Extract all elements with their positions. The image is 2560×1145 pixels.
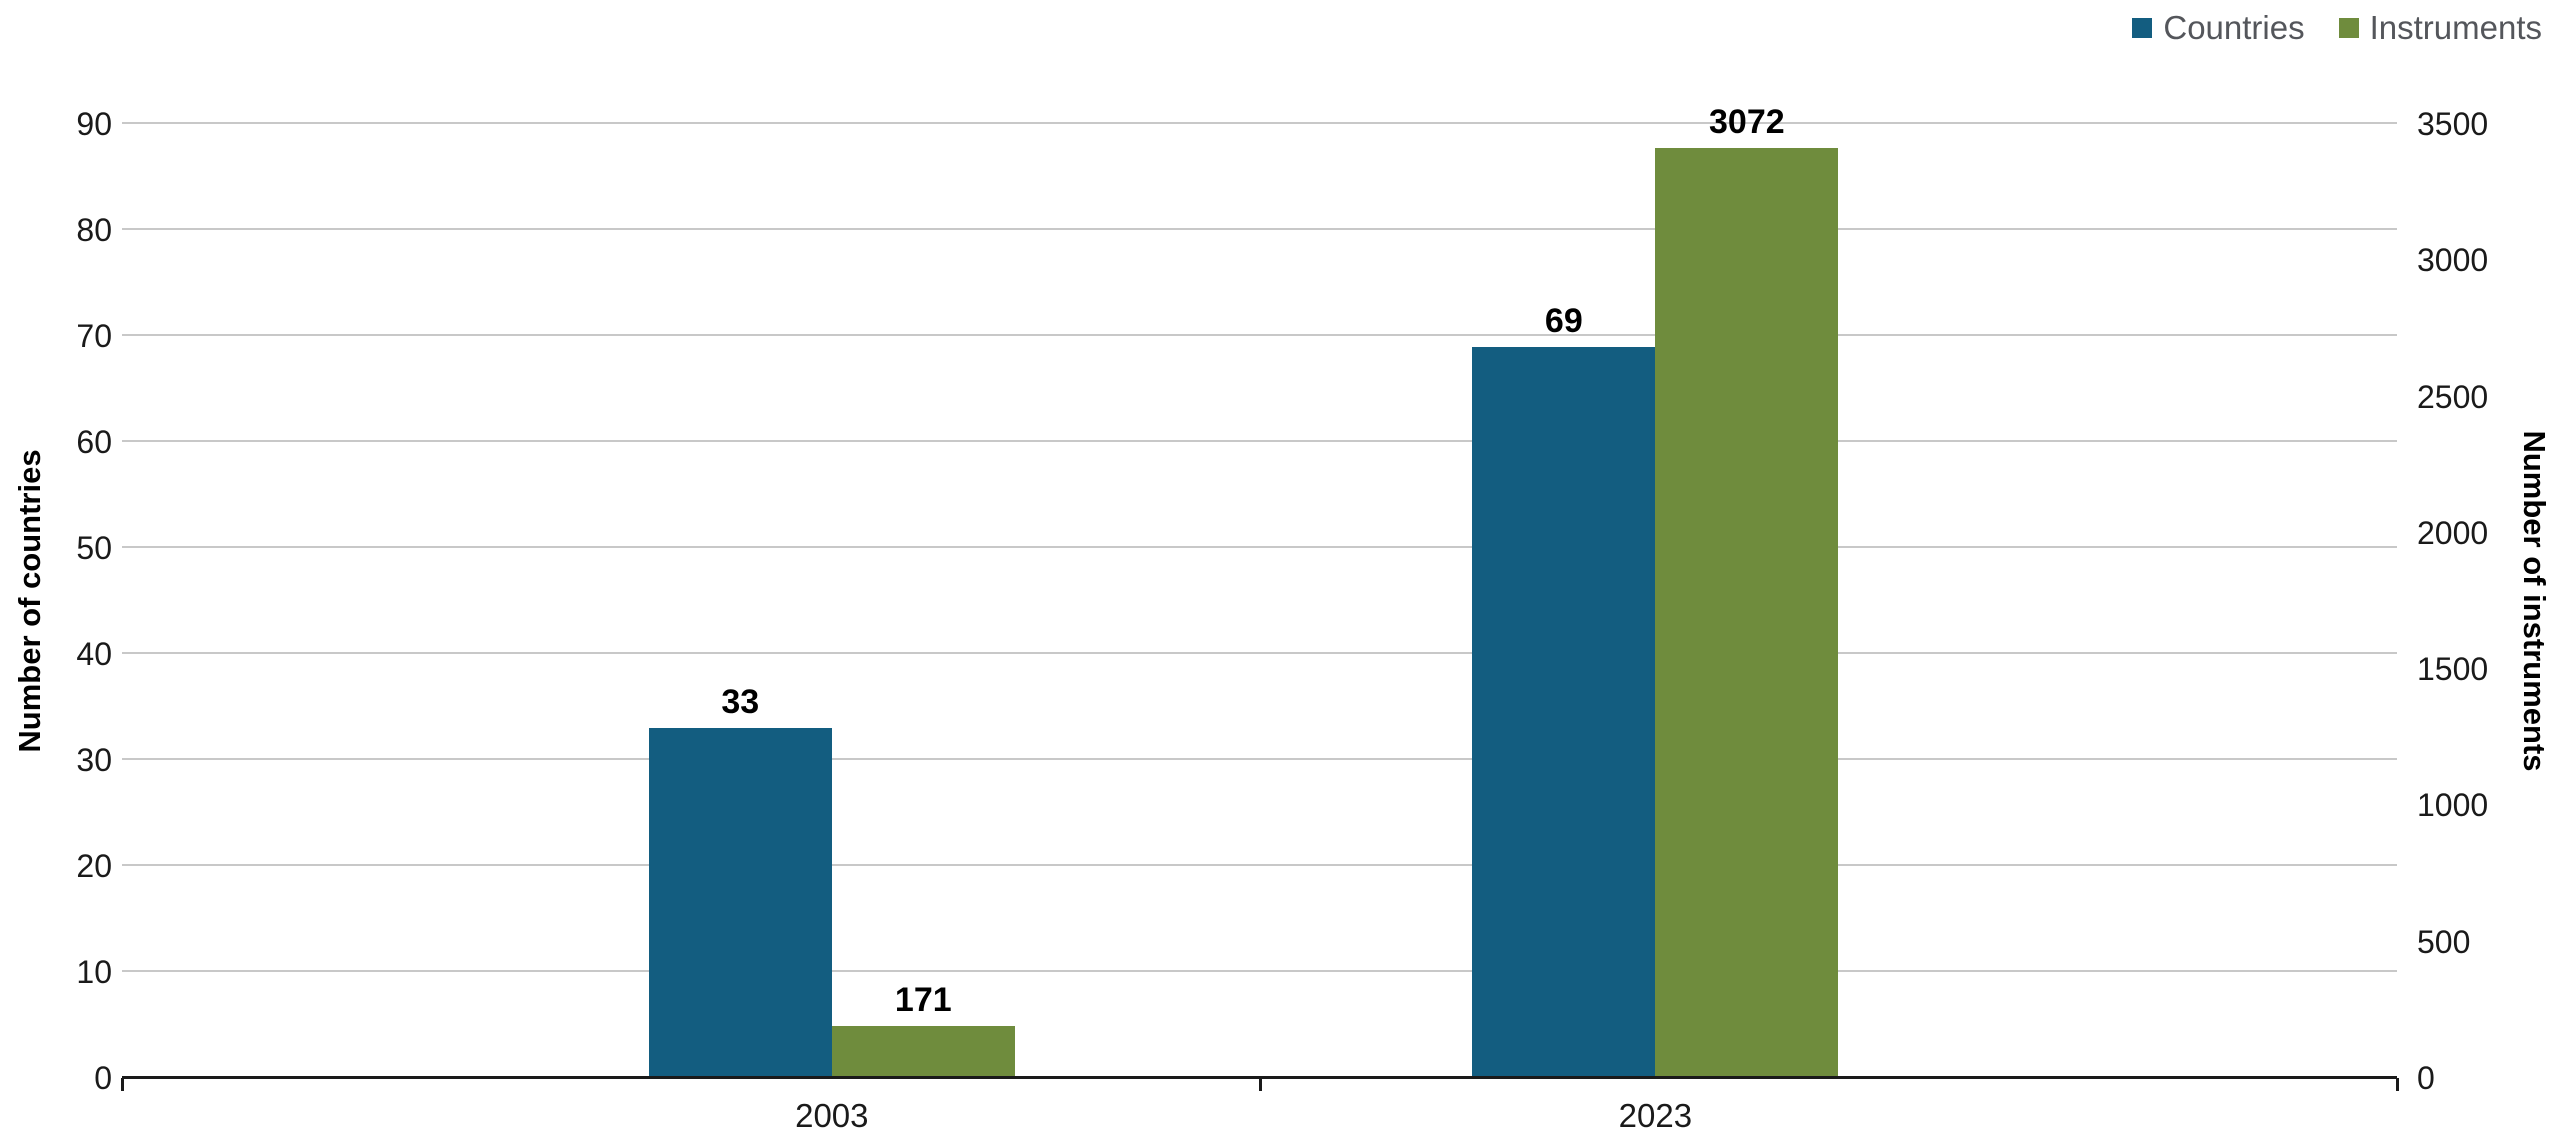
right-axis-tick-label: 0	[2417, 1060, 2435, 1096]
right-axis-tick-label: 1000	[2417, 787, 2489, 824]
bar-countries-2023	[1472, 346, 1656, 1078]
left-axis-tick-label: 50	[76, 530, 112, 566]
right-axis-tick-label: 500	[2417, 923, 2471, 960]
right-axis-tick-labels: 0 500 1000 1500 2000 2500 3000 3500	[2417, 106, 2557, 1096]
legend-label-instruments: Instruments	[2369, 9, 2542, 46]
gridline	[122, 122, 2397, 124]
gridline	[122, 864, 2397, 866]
x-axis-labels: 2003 2023	[0, 1096, 2560, 1142]
right-axis-tick-label: 3500	[2417, 106, 2489, 142]
left-axis-tick-label: 0	[94, 1060, 112, 1096]
bar-value-label: 171	[894, 981, 952, 1020]
bar-instruments-2003	[831, 1026, 1015, 1078]
plot-area: 33 171 69 3072	[121, 103, 2399, 1091]
gridline	[122, 652, 2397, 654]
x-axis-line	[122, 1076, 2397, 1079]
legend-item-countries: Countries	[2132, 8, 2305, 48]
x-axis-tickmark	[121, 1078, 124, 1091]
right-axis-tick-label: 3000	[2417, 242, 2489, 279]
gridline	[122, 228, 2397, 230]
left-axis-tick-label: 10	[76, 954, 112, 990]
bar-value-label: 33	[721, 683, 760, 722]
legend-item-instruments: Instruments	[2338, 8, 2542, 48]
left-axis-tick-label: 90	[76, 106, 112, 142]
left-axis-tick-label: 20	[76, 848, 112, 884]
legend-swatch-instruments-icon	[2338, 18, 2359, 38]
left-axis-tick-label: 40	[76, 636, 112, 672]
legend-swatch-countries-icon	[2132, 18, 2153, 38]
gridline	[122, 546, 2397, 548]
x-axis-tickmark	[1258, 1078, 1262, 1091]
gridline	[122, 758, 2397, 760]
legend-label-countries: Countries	[2163, 9, 2305, 46]
x-axis-tickmark	[2396, 1078, 2399, 1091]
right-axis-tick-label: 2000	[2417, 514, 2489, 551]
x-axis-category-label: 2023	[1618, 1097, 1693, 1134]
left-axis-tick-label: 60	[76, 424, 112, 460]
x-axis-category-label: 2003	[795, 1097, 869, 1134]
bar-value-label: 3072	[1709, 102, 1785, 141]
bar-countries-2003	[648, 728, 832, 1078]
gridline	[122, 440, 2397, 442]
bar-instruments-2023	[1655, 147, 1839, 1078]
right-axis-tick-label: 2500	[2417, 378, 2489, 415]
bar-value-label: 69	[1544, 301, 1583, 340]
left-axis-tick-label: 70	[76, 318, 112, 354]
left-axis-tick-label: 80	[76, 212, 112, 248]
left-axis-tick-labels: 0 10 20 30 40 50 60 70 80 90	[0, 106, 112, 1096]
gridline	[122, 334, 2397, 336]
left-axis-tick-label: 30	[76, 742, 112, 778]
chart-legend: Countries Instruments	[2132, 8, 2542, 48]
gridline	[122, 970, 2397, 972]
right-axis-tick-label: 1500	[2417, 651, 2489, 688]
